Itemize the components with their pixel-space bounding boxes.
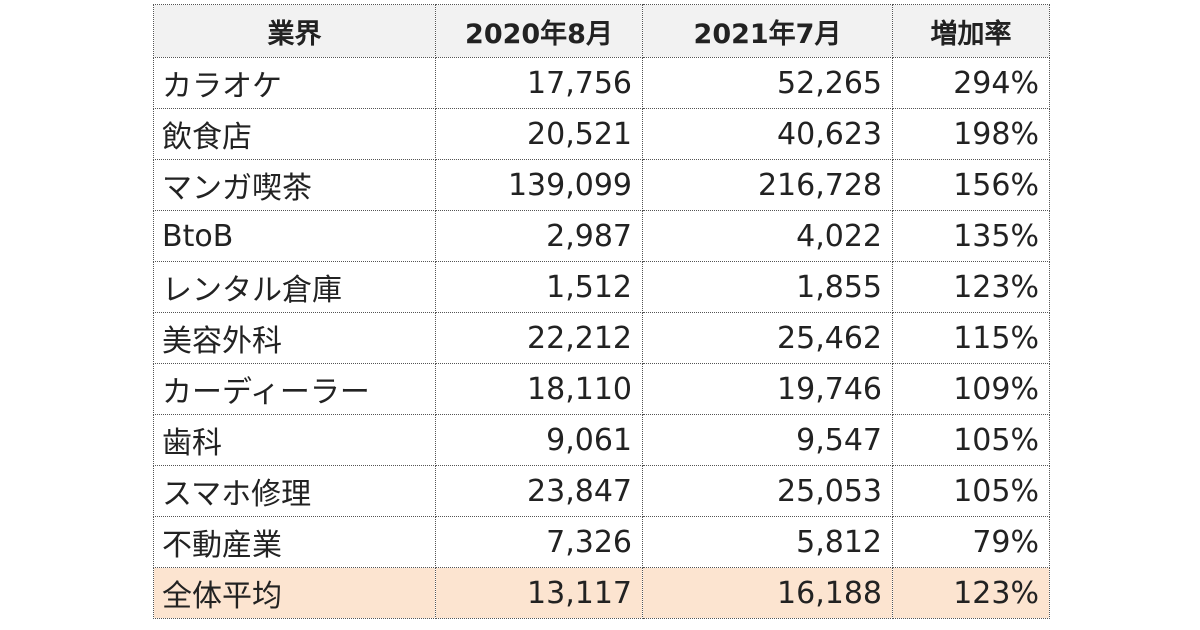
average-aug-2020-cell: 13,117 xyxy=(435,567,643,619)
aug-2020-cell: 20,521 xyxy=(435,108,643,160)
industry-cell: カーディーラー xyxy=(153,363,436,415)
growth-rate-cell: 105% xyxy=(892,414,1050,466)
industry-growth-table: 業界 2020年8月 2021年7月 増加率 カラオケ 17,756 52,26… xyxy=(153,4,1050,619)
header-aug-2020: 2020年8月 xyxy=(435,4,643,58)
aug-2020-cell: 1,512 xyxy=(435,261,643,313)
growth-rate-cell: 105% xyxy=(892,465,1050,517)
industry-cell: 美容外科 xyxy=(153,312,436,364)
industry-cell: 不動産業 xyxy=(153,516,436,568)
jul-2021-cell: 52,265 xyxy=(642,57,893,109)
table-header-row: 業界 2020年8月 2021年7月 増加率 xyxy=(153,4,1050,58)
table-row: マンガ喫茶 139,099 216,728 156% xyxy=(153,159,1050,211)
jul-2021-cell: 25,053 xyxy=(642,465,893,517)
industry-cell: スマホ修理 xyxy=(153,465,436,517)
industry-cell: BtoB xyxy=(153,210,436,262)
table-row: レンタル倉庫 1,512 1,855 123% xyxy=(153,261,1050,313)
table-row: カラオケ 17,756 52,265 294% xyxy=(153,57,1050,109)
jul-2021-cell: 25,462 xyxy=(642,312,893,364)
growth-rate-cell: 156% xyxy=(892,159,1050,211)
aug-2020-cell: 139,099 xyxy=(435,159,643,211)
header-growth-rate: 増加率 xyxy=(892,4,1050,58)
table-row: 不動産業 7,326 5,812 79% xyxy=(153,516,1050,568)
aug-2020-cell: 18,110 xyxy=(435,363,643,415)
growth-rate-cell: 115% xyxy=(892,312,1050,364)
industry-cell: マンガ喫茶 xyxy=(153,159,436,211)
jul-2021-cell: 9,547 xyxy=(642,414,893,466)
industry-growth-table-container: 業界 2020年8月 2021年7月 増加率 カラオケ 17,756 52,26… xyxy=(153,4,1050,619)
average-row: 全体平均 13,117 16,188 123% xyxy=(153,567,1050,619)
jul-2021-cell: 40,623 xyxy=(642,108,893,160)
jul-2021-cell: 19,746 xyxy=(642,363,893,415)
table-row: 飲食店 20,521 40,623 198% xyxy=(153,108,1050,160)
average-label-cell: 全体平均 xyxy=(153,567,436,619)
aug-2020-cell: 2,987 xyxy=(435,210,643,262)
header-industry: 業界 xyxy=(153,4,436,58)
header-jul-2021: 2021年7月 xyxy=(642,4,893,58)
growth-rate-cell: 135% xyxy=(892,210,1050,262)
industry-cell: レンタル倉庫 xyxy=(153,261,436,313)
table-row: 歯科 9,061 9,547 105% xyxy=(153,414,1050,466)
jul-2021-cell: 216,728 xyxy=(642,159,893,211)
average-growth-rate-cell: 123% xyxy=(892,567,1050,619)
growth-rate-cell: 79% xyxy=(892,516,1050,568)
jul-2021-cell: 4,022 xyxy=(642,210,893,262)
industry-cell: カラオケ xyxy=(153,57,436,109)
table-row: 美容外科 22,212 25,462 115% xyxy=(153,312,1050,364)
growth-rate-cell: 109% xyxy=(892,363,1050,415)
average-jul-2021-cell: 16,188 xyxy=(642,567,893,619)
aug-2020-cell: 17,756 xyxy=(435,57,643,109)
aug-2020-cell: 22,212 xyxy=(435,312,643,364)
growth-rate-cell: 123% xyxy=(892,261,1050,313)
aug-2020-cell: 9,061 xyxy=(435,414,643,466)
growth-rate-cell: 198% xyxy=(892,108,1050,160)
jul-2021-cell: 5,812 xyxy=(642,516,893,568)
aug-2020-cell: 23,847 xyxy=(435,465,643,517)
table-row: BtoB 2,987 4,022 135% xyxy=(153,210,1050,262)
table-row: カーディーラー 18,110 19,746 109% xyxy=(153,363,1050,415)
jul-2021-cell: 1,855 xyxy=(642,261,893,313)
industry-cell: 飲食店 xyxy=(153,108,436,160)
industry-cell: 歯科 xyxy=(153,414,436,466)
table-row: スマホ修理 23,847 25,053 105% xyxy=(153,465,1050,517)
growth-rate-cell: 294% xyxy=(892,57,1050,109)
aug-2020-cell: 7,326 xyxy=(435,516,643,568)
